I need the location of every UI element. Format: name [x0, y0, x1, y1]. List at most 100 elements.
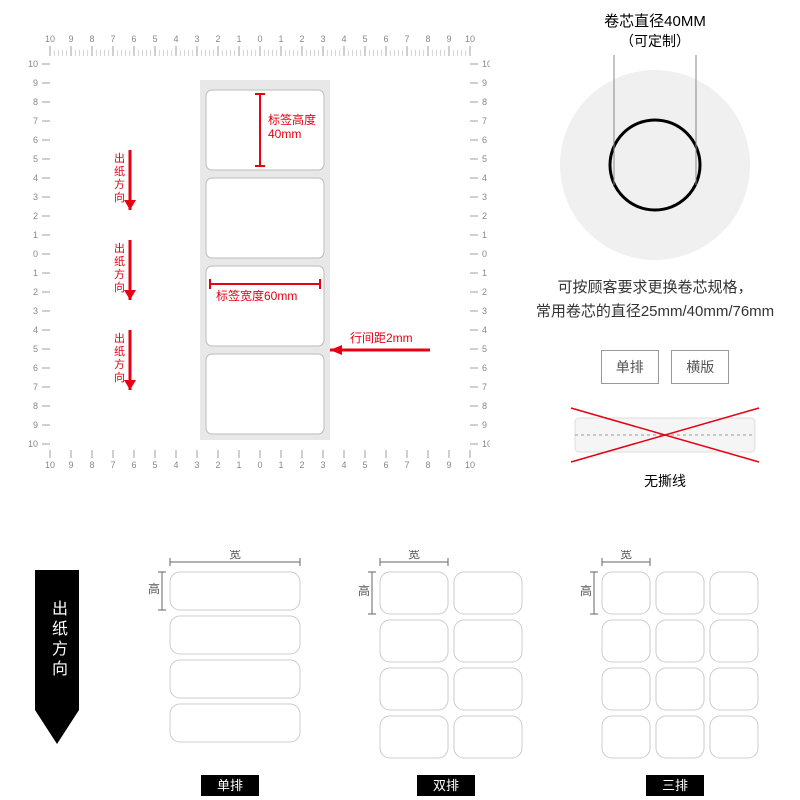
svg-text:向: 向 [114, 190, 125, 204]
svg-text:0: 0 [33, 249, 38, 259]
svg-text:3: 3 [33, 192, 38, 202]
svg-text:9: 9 [446, 34, 451, 44]
svg-text:5: 5 [152, 34, 157, 44]
svg-text:6: 6 [33, 363, 38, 373]
svg-text:0: 0 [482, 249, 487, 259]
svg-text:6: 6 [383, 460, 388, 470]
svg-text:高: 高 [580, 583, 592, 598]
svg-text:1: 1 [33, 230, 38, 240]
svg-text:方: 方 [114, 267, 125, 281]
svg-text:方: 方 [114, 357, 125, 371]
svg-text:向: 向 [114, 370, 125, 384]
svg-text:7: 7 [110, 460, 115, 470]
svg-text:10: 10 [28, 439, 38, 449]
layout-三排: 宽高三排 [572, 550, 778, 795]
svg-text:出: 出 [114, 241, 125, 255]
svg-text:10: 10 [482, 439, 490, 449]
svg-text:3: 3 [194, 34, 199, 44]
svg-text:6: 6 [482, 363, 487, 373]
svg-text:7: 7 [33, 116, 38, 126]
layout-examples: 宽高单排宽高双排宽高三排 [140, 550, 780, 795]
svg-text:6: 6 [482, 135, 487, 145]
svg-text:高: 高 [358, 583, 370, 598]
svg-text:3: 3 [194, 460, 199, 470]
svg-text:6: 6 [131, 34, 136, 44]
label-width-text: 标签宽度60mm [216, 288, 297, 303]
svg-text:1: 1 [482, 268, 487, 278]
svg-text:8: 8 [482, 97, 487, 107]
svg-text:0: 0 [257, 460, 262, 470]
svg-text:8: 8 [482, 401, 487, 411]
svg-text:4: 4 [482, 325, 487, 335]
no-tear-text: 无撕线 [555, 471, 775, 491]
svg-text:7: 7 [482, 382, 487, 392]
svg-text:向: 向 [114, 280, 125, 294]
svg-text:8: 8 [33, 401, 38, 411]
svg-text:8: 8 [89, 460, 94, 470]
svg-text:4: 4 [341, 460, 346, 470]
svg-text:宽: 宽 [408, 550, 420, 561]
svg-text:1: 1 [278, 34, 283, 44]
svg-text:4: 4 [33, 325, 38, 335]
svg-text:2: 2 [299, 34, 304, 44]
svg-text:2: 2 [33, 287, 38, 297]
svg-text:2: 2 [33, 211, 38, 221]
svg-text:7: 7 [33, 382, 38, 392]
svg-text:3: 3 [320, 460, 325, 470]
svg-text:10: 10 [45, 34, 55, 44]
svg-text:10: 10 [482, 59, 490, 69]
svg-text:2: 2 [482, 211, 487, 221]
svg-text:纸: 纸 [114, 165, 125, 178]
svg-text:5: 5 [362, 460, 367, 470]
svg-text:3: 3 [320, 34, 325, 44]
svg-text:4: 4 [482, 173, 487, 183]
opt-single: 单排 [601, 350, 659, 384]
gap-text: 行间距2mm [350, 331, 413, 345]
svg-text:2: 2 [299, 460, 304, 470]
svg-text:8: 8 [33, 97, 38, 107]
svg-text:3: 3 [33, 306, 38, 316]
svg-text:5: 5 [362, 34, 367, 44]
svg-text:4: 4 [341, 34, 346, 44]
core-diagram: 卷芯直径40MM （可定制） 可按顾客要求更换卷芯规格， 常用卷芯的直径25mm… [520, 10, 790, 324]
svg-text:5: 5 [33, 344, 38, 354]
svg-text:宽: 宽 [229, 550, 241, 561]
svg-text:6: 6 [33, 135, 38, 145]
svg-text:6: 6 [383, 34, 388, 44]
svg-text:10: 10 [28, 59, 38, 69]
svg-text:9: 9 [446, 460, 451, 470]
core-title: 卷芯直径40MM [520, 10, 790, 31]
svg-text:5: 5 [482, 154, 487, 164]
svg-text:6: 6 [131, 460, 136, 470]
svg-text:9: 9 [33, 420, 38, 430]
svg-text:7: 7 [404, 460, 409, 470]
svg-text:4: 4 [33, 173, 38, 183]
svg-text:5: 5 [152, 460, 157, 470]
svg-text:1: 1 [33, 268, 38, 278]
svg-text:高: 高 [148, 581, 160, 596]
label-spec-diagram: 1098765432101234567891010987654321012345… [10, 20, 490, 470]
svg-text:10: 10 [465, 460, 475, 470]
core-desc1: 可按顾客要求更换卷芯规格， [520, 276, 790, 300]
svg-text:7: 7 [110, 34, 115, 44]
svg-text:0: 0 [257, 34, 262, 44]
layout-双排: 宽高双排 [350, 550, 542, 795]
svg-text:7: 7 [404, 34, 409, 44]
svg-text:1: 1 [236, 460, 241, 470]
opt-landscape: 横版 [671, 350, 729, 384]
svg-text:5: 5 [482, 344, 487, 354]
svg-text:9: 9 [482, 78, 487, 88]
core-desc2: 常用卷芯的直径25mm/40mm/76mm [520, 300, 790, 324]
feed-arrow-big: 出纸方向 [35, 570, 79, 751]
svg-text:8: 8 [89, 34, 94, 44]
svg-text:4: 4 [173, 34, 178, 44]
core-subtitle: （可定制） [520, 31, 790, 51]
svg-text:2: 2 [215, 460, 220, 470]
svg-text:2: 2 [482, 287, 487, 297]
options-block: 单排 横版 无撕线 [555, 350, 775, 491]
svg-text:9: 9 [482, 420, 487, 430]
svg-text:出: 出 [114, 151, 125, 165]
svg-text:纸: 纸 [114, 255, 125, 268]
svg-text:1: 1 [278, 460, 283, 470]
svg-text:10: 10 [465, 34, 475, 44]
